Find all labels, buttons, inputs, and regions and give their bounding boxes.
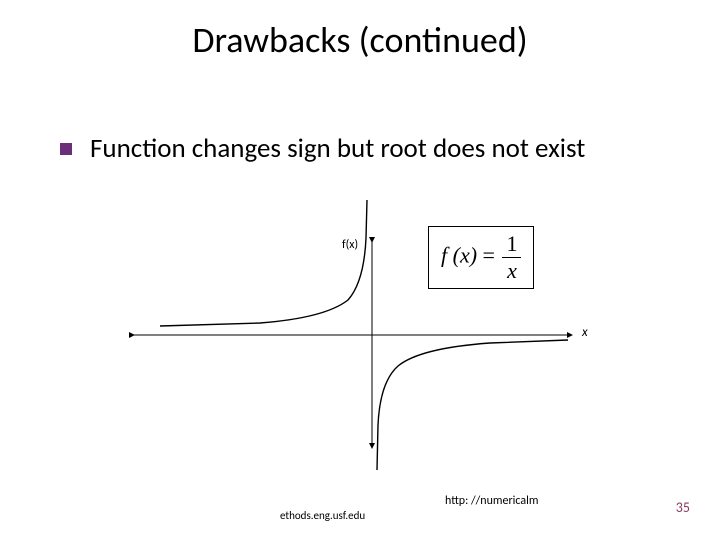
formula-fraction: 1 x	[502, 233, 521, 282]
bullet-marker	[60, 143, 72, 155]
curve-positive-branch	[377, 340, 568, 470]
formula-box: f (x) = 1 x	[428, 226, 534, 289]
footer-link: http: //numericalm	[445, 494, 538, 508]
function-diagram: f(x) x f (x) = 1 x	[130, 230, 610, 460]
footer-url-fragment: ethods.eng.usf.edu	[280, 509, 365, 522]
bullet-text: Function changes sign but root does not …	[90, 132, 585, 165]
page-number: 35	[676, 499, 690, 516]
formula-lhs: f (x)	[441, 243, 477, 268]
formula-numerator: 1	[502, 233, 521, 258]
curve-negative-branch	[160, 200, 367, 326]
formula-eq: =	[483, 243, 495, 268]
formula-denominator: x	[502, 258, 521, 282]
slide-title: Drawbacks (continued)	[0, 0, 720, 62]
bullet-item: Function changes sign but root does not …	[60, 132, 720, 165]
axes-and-curve	[130, 230, 610, 460]
